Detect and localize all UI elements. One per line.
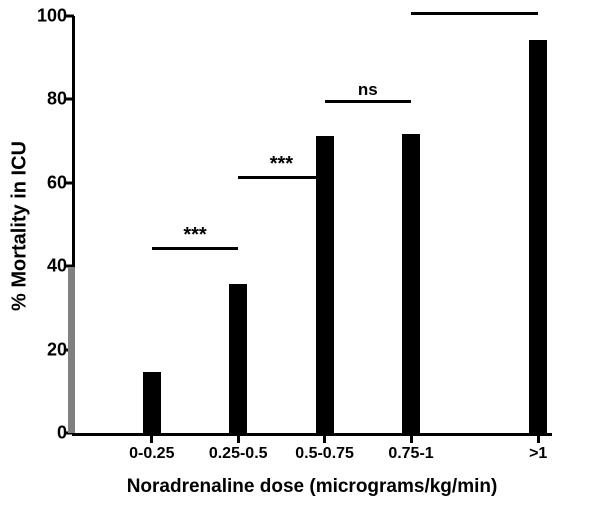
significance-bracket [411,12,538,15]
significance-label: *** [183,224,206,247]
significance-label: *** [270,153,293,176]
bar [402,134,420,433]
significance-label: ns [358,80,378,100]
x-tick-label: 0.25-0.5 [209,433,268,463]
significance-bracket [152,247,238,250]
significance-bracket [238,176,324,179]
y-tick-mark [64,15,74,18]
x-tick-label: 0-0.25 [129,433,174,463]
bar [229,284,247,433]
x-tick-label: 0.5-0.75 [295,433,354,463]
y-axis-reference-marker [68,267,75,433]
x-tick-label: >1 [529,433,547,463]
plot-area: 0204060801000-0.250.25-0.50.5-0.750.75-1… [72,16,552,436]
y-tick-mark [64,98,74,101]
y-tick-mark [64,181,74,184]
bar [143,372,161,433]
bar [316,136,334,433]
bar [529,40,547,433]
significance-label: ** [467,0,483,12]
y-axis-label: % Mortality in ICU [9,141,32,311]
significance-bracket [325,100,411,103]
x-axis-label: Noradrenaline dose (micrograms/kg/min) [127,476,498,498]
x-tick-label: 0.75-1 [388,433,433,463]
mortality-bar-chart: 0204060801000-0.250.25-0.50.5-0.750.75-1… [0,0,596,523]
